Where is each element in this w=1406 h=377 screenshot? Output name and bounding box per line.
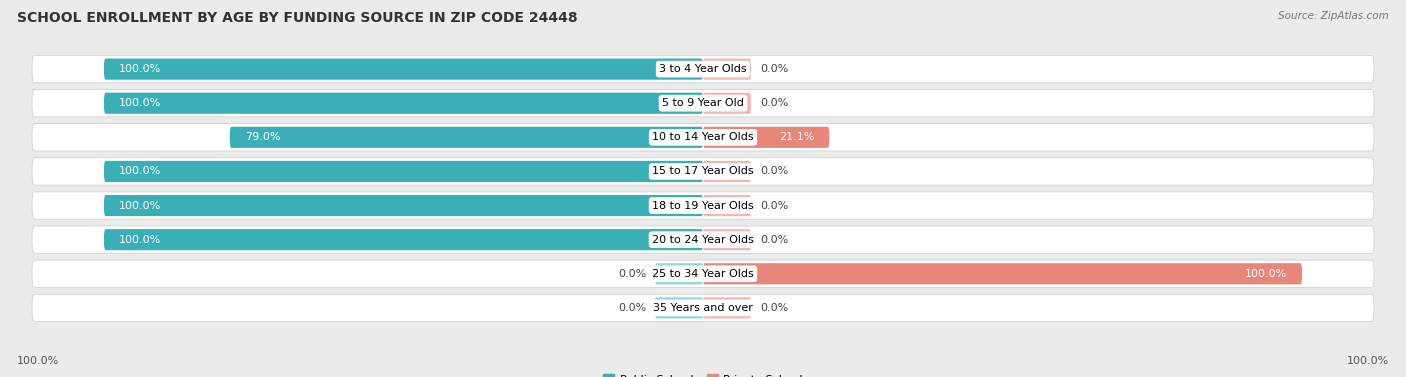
FancyBboxPatch shape bbox=[32, 90, 1374, 117]
Text: 10 to 14 Year Olds: 10 to 14 Year Olds bbox=[652, 132, 754, 143]
Text: 20 to 24 Year Olds: 20 to 24 Year Olds bbox=[652, 234, 754, 245]
FancyBboxPatch shape bbox=[32, 192, 1374, 219]
Text: 0.0%: 0.0% bbox=[617, 303, 647, 313]
FancyBboxPatch shape bbox=[32, 294, 1374, 322]
Text: 100.0%: 100.0% bbox=[1347, 356, 1389, 366]
FancyBboxPatch shape bbox=[104, 93, 703, 114]
Text: 3 to 4 Year Olds: 3 to 4 Year Olds bbox=[659, 64, 747, 74]
Text: 21.1%: 21.1% bbox=[779, 132, 814, 143]
Text: 5 to 9 Year Old: 5 to 9 Year Old bbox=[662, 98, 744, 108]
Text: 79.0%: 79.0% bbox=[245, 132, 280, 143]
Text: 0.0%: 0.0% bbox=[759, 98, 789, 108]
FancyBboxPatch shape bbox=[32, 260, 1374, 287]
FancyBboxPatch shape bbox=[32, 55, 1374, 83]
Text: Source: ZipAtlas.com: Source: ZipAtlas.com bbox=[1278, 11, 1389, 21]
Text: 15 to 17 Year Olds: 15 to 17 Year Olds bbox=[652, 166, 754, 176]
Legend: Public School, Private School: Public School, Private School bbox=[599, 370, 807, 377]
FancyBboxPatch shape bbox=[703, 229, 751, 250]
Text: 0.0%: 0.0% bbox=[759, 234, 789, 245]
FancyBboxPatch shape bbox=[703, 161, 751, 182]
FancyBboxPatch shape bbox=[655, 297, 703, 319]
FancyBboxPatch shape bbox=[229, 127, 703, 148]
FancyBboxPatch shape bbox=[104, 229, 703, 250]
Text: 0.0%: 0.0% bbox=[759, 303, 789, 313]
FancyBboxPatch shape bbox=[703, 127, 830, 148]
FancyBboxPatch shape bbox=[32, 158, 1374, 185]
FancyBboxPatch shape bbox=[104, 161, 703, 182]
Text: 100.0%: 100.0% bbox=[1244, 269, 1286, 279]
Text: 100.0%: 100.0% bbox=[120, 98, 162, 108]
Text: 100.0%: 100.0% bbox=[120, 166, 162, 176]
Text: 0.0%: 0.0% bbox=[617, 269, 647, 279]
Text: 100.0%: 100.0% bbox=[120, 201, 162, 211]
FancyBboxPatch shape bbox=[32, 226, 1374, 253]
Text: 25 to 34 Year Olds: 25 to 34 Year Olds bbox=[652, 269, 754, 279]
FancyBboxPatch shape bbox=[104, 58, 703, 80]
Text: 100.0%: 100.0% bbox=[120, 234, 162, 245]
FancyBboxPatch shape bbox=[703, 263, 1302, 284]
FancyBboxPatch shape bbox=[703, 93, 751, 114]
FancyBboxPatch shape bbox=[703, 58, 751, 80]
Text: 100.0%: 100.0% bbox=[17, 356, 59, 366]
FancyBboxPatch shape bbox=[104, 195, 703, 216]
Text: 0.0%: 0.0% bbox=[759, 64, 789, 74]
FancyBboxPatch shape bbox=[703, 297, 751, 319]
FancyBboxPatch shape bbox=[32, 124, 1374, 151]
Text: 35 Years and over: 35 Years and over bbox=[652, 303, 754, 313]
Text: 18 to 19 Year Olds: 18 to 19 Year Olds bbox=[652, 201, 754, 211]
Text: 100.0%: 100.0% bbox=[120, 64, 162, 74]
Text: 0.0%: 0.0% bbox=[759, 201, 789, 211]
FancyBboxPatch shape bbox=[655, 263, 703, 284]
FancyBboxPatch shape bbox=[703, 195, 751, 216]
Text: 0.0%: 0.0% bbox=[759, 166, 789, 176]
Text: SCHOOL ENROLLMENT BY AGE BY FUNDING SOURCE IN ZIP CODE 24448: SCHOOL ENROLLMENT BY AGE BY FUNDING SOUR… bbox=[17, 11, 578, 25]
